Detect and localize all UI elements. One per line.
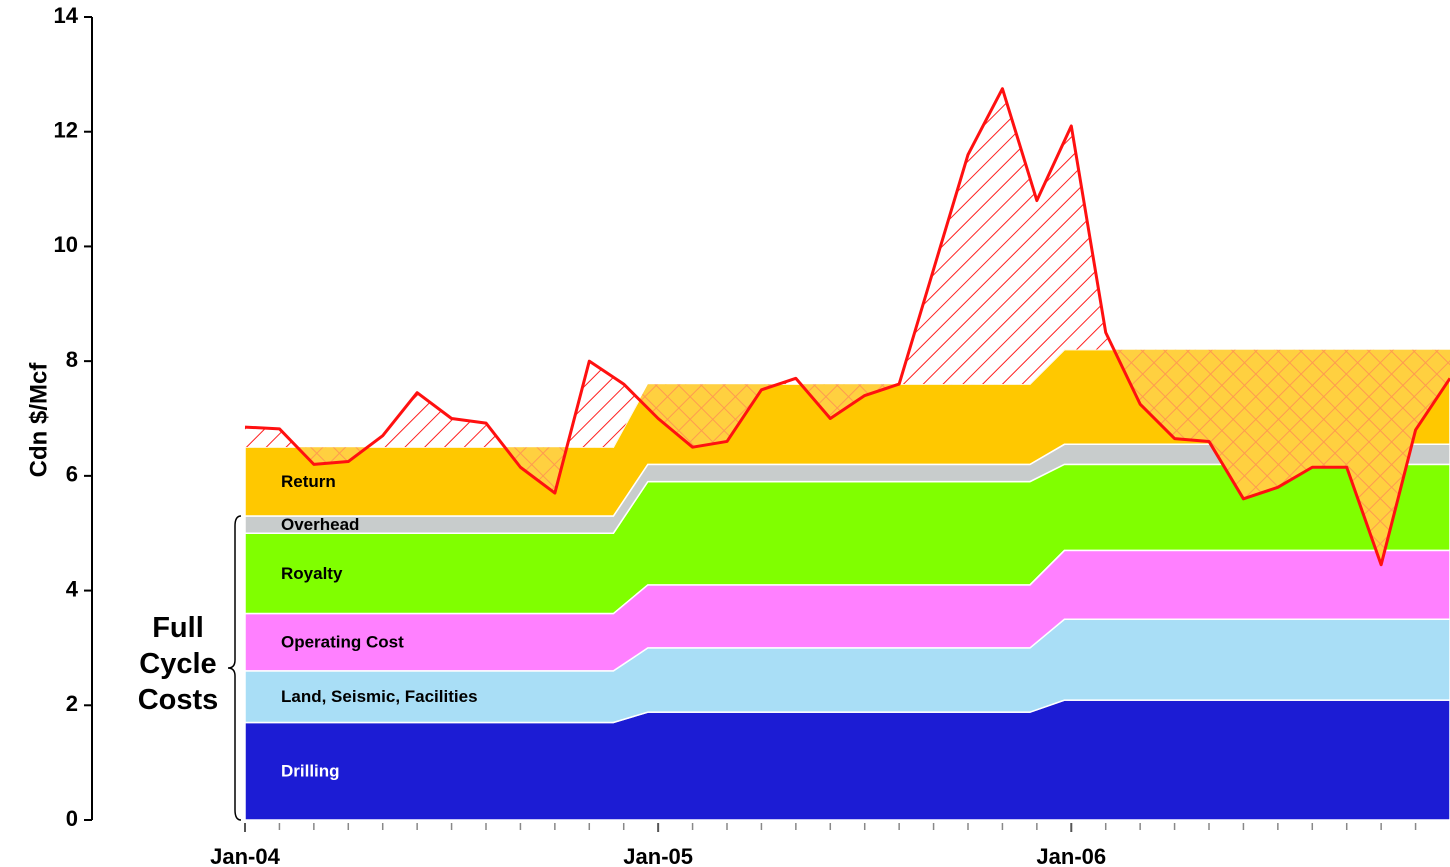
layer-label: Drilling: [281, 762, 340, 781]
y-tick-label: 4: [66, 576, 79, 601]
y-tick-label: 14: [54, 3, 79, 28]
y-tick-label: 2: [66, 691, 78, 716]
y-tick-label: 8: [66, 347, 78, 372]
y-tick-label: 10: [54, 232, 78, 257]
y-tick-label: 0: [66, 806, 78, 831]
x-tick-label: Jan-06: [1036, 844, 1106, 867]
annotation: Full Cycle Costs: [137, 612, 219, 716]
layer-label: Operating Cost: [281, 633, 404, 652]
y-tick-label: 6: [66, 462, 78, 487]
layer-label: Return: [281, 472, 336, 491]
brace: [227, 515, 242, 821]
x-tick-label: Jan-05: [623, 844, 693, 867]
price-line: [244, 87, 1450, 567]
y-axis-label: Cdn $/Mcf: [25, 362, 52, 478]
layer-label: Overhead: [281, 515, 359, 534]
x-tick-label: Jan-04: [210, 844, 280, 867]
y-tick-label: 12: [54, 118, 78, 143]
layer-label: Royalty: [281, 564, 343, 583]
layer-label: Land, Seismic, Facilities: [281, 687, 478, 706]
